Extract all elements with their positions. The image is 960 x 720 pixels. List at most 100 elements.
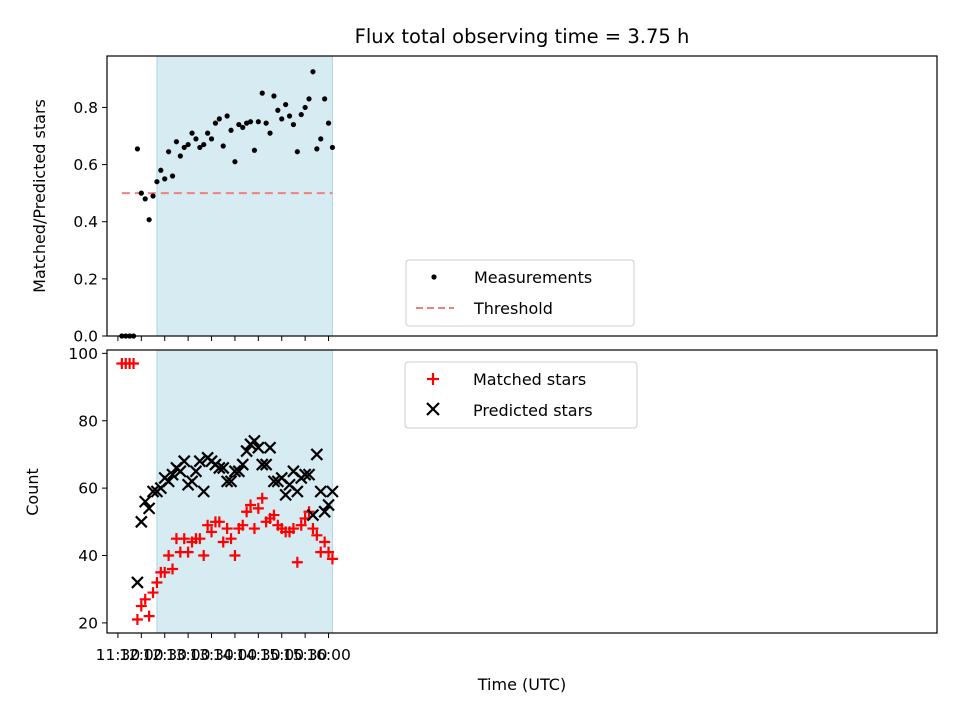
- x-tick-label: 16:00: [306, 646, 351, 664]
- legend-predicted-label: Predicted stars: [473, 401, 593, 420]
- measurement-point: [318, 136, 324, 142]
- measurement-point: [205, 130, 211, 136]
- bottom-y-ticks: 20 40 60 80 100: [68, 345, 107, 632]
- bottom-x-ticks: 11:3012:0012:3013:0013:3014:0014:3015:00…: [96, 633, 351, 664]
- predicted-star-point: [318, 505, 331, 518]
- bottom-legend: Matched stars Predicted stars: [404, 361, 638, 429]
- measurement-point: [169, 173, 176, 179]
- x-tick-label: 13:30: [189, 646, 234, 664]
- predicted-star-point: [177, 454, 191, 468]
- measurement-point: [314, 146, 320, 152]
- measurement-point: [201, 141, 207, 148]
- top-y-ticks: 0.0 0.2 0.4 0.6 0.8: [73, 99, 107, 346]
- measurement-point: [236, 121, 242, 128]
- matched-star-point: [291, 556, 303, 568]
- predicted-star-point: [302, 468, 316, 481]
- measurement-point: [177, 153, 183, 159]
- measurement-point: [286, 113, 293, 119]
- measurement-point: [181, 144, 187, 151]
- predicted-star-point: [267, 475, 281, 488]
- measurement-point: [267, 130, 273, 136]
- predicted-star-point: [259, 458, 273, 471]
- predicted-star-point: [197, 485, 211, 498]
- measurement-point: [189, 130, 195, 136]
- bottom-y-tick-label: 80: [78, 412, 98, 430]
- top-legend: Measurements Threshold: [405, 259, 635, 327]
- legend-measurements-label: Measurements: [474, 268, 592, 287]
- predicted-star-point: [193, 454, 207, 468]
- predicted-star-point: [310, 448, 324, 461]
- legend-measurement-marker: [431, 274, 437, 280]
- matched-star-point: [194, 533, 206, 545]
- measurement-point: [310, 69, 316, 75]
- measurement-point: [150, 193, 156, 199]
- x-tick-label: 11:30: [96, 646, 141, 664]
- top-y-tick-label: 0.8: [73, 99, 98, 117]
- measurement-point: [263, 120, 269, 126]
- top-y-tick-label: 0.4: [73, 213, 98, 231]
- measurement-point: [283, 101, 289, 108]
- predicted-star-point: [146, 485, 160, 498]
- matched-star-point: [167, 563, 179, 575]
- matched-star-point: [307, 523, 319, 535]
- matched-star-point: [151, 576, 163, 588]
- matched-star-point: [245, 499, 257, 511]
- top-shaded-rect: [156, 55, 333, 337]
- measurement-point: [185, 141, 191, 148]
- measurement-point: [224, 113, 230, 119]
- bottom-legend-box: [404, 361, 638, 429]
- measurement-point: [146, 217, 152, 223]
- matched-star-point: [163, 550, 175, 562]
- matched-star-point: [229, 550, 241, 562]
- measurement-point: [166, 149, 172, 155]
- matched-star-point: [139, 593, 151, 605]
- measurement-point: [259, 90, 265, 96]
- chart-title: Flux total observing time = 3.75 h: [355, 25, 690, 48]
- legend-matched-label: Matched stars: [473, 370, 586, 389]
- matched-star-point: [128, 357, 140, 369]
- predicted-star-point: [232, 465, 246, 478]
- predicted-star-point: [263, 441, 277, 454]
- bottom-shaded-span: [156, 349, 333, 634]
- predicted-star-point: [255, 458, 269, 471]
- predicted-star-point: [314, 485, 328, 498]
- measurement-point: [275, 107, 281, 113]
- measurement-point: [325, 120, 332, 126]
- top-x-ticks: [117, 336, 330, 341]
- bottom-y-tick-label: 40: [78, 547, 98, 565]
- matched-star-point: [225, 533, 237, 545]
- matched-star-point: [241, 506, 253, 518]
- bottom-y-tick-label: 100: [68, 345, 98, 363]
- measurement-point: [271, 93, 277, 99]
- measurement-point: [279, 116, 285, 122]
- matched-star-point: [202, 519, 214, 531]
- predicted-star-point: [135, 515, 148, 529]
- matched-star-point: [217, 536, 229, 548]
- measurement-point: [298, 111, 304, 118]
- matched-star-point: [319, 536, 331, 548]
- predicted-star-point: [240, 444, 253, 458]
- measurement-point: [208, 136, 215, 142]
- matched-star-point: [287, 523, 299, 535]
- legend-matched-marker: [427, 373, 439, 385]
- measurement-points: [119, 69, 336, 339]
- measurement-point: [302, 104, 308, 111]
- predicted-star-point: [248, 434, 261, 448]
- measurement-point: [162, 176, 168, 182]
- measurement-point: [173, 139, 180, 145]
- predicted-star-point: [306, 508, 320, 522]
- matched-star-point: [213, 516, 225, 528]
- measurement-point: [142, 196, 148, 202]
- predicted-star-point: [220, 475, 234, 488]
- x-axis-label: Time (UTC): [477, 675, 566, 694]
- measurement-point: [240, 124, 246, 131]
- measurement-point: [232, 159, 238, 165]
- top-y-tick-label: 0.2: [73, 270, 98, 288]
- x-tick-label: 15:00: [259, 646, 304, 664]
- top-axes-frame: [106, 55, 938, 337]
- predicted-star-point: [252, 441, 265, 454]
- measurement-point: [244, 120, 250, 126]
- predicted-star-point: [236, 458, 250, 471]
- x-tick-label: 14:30: [236, 646, 281, 664]
